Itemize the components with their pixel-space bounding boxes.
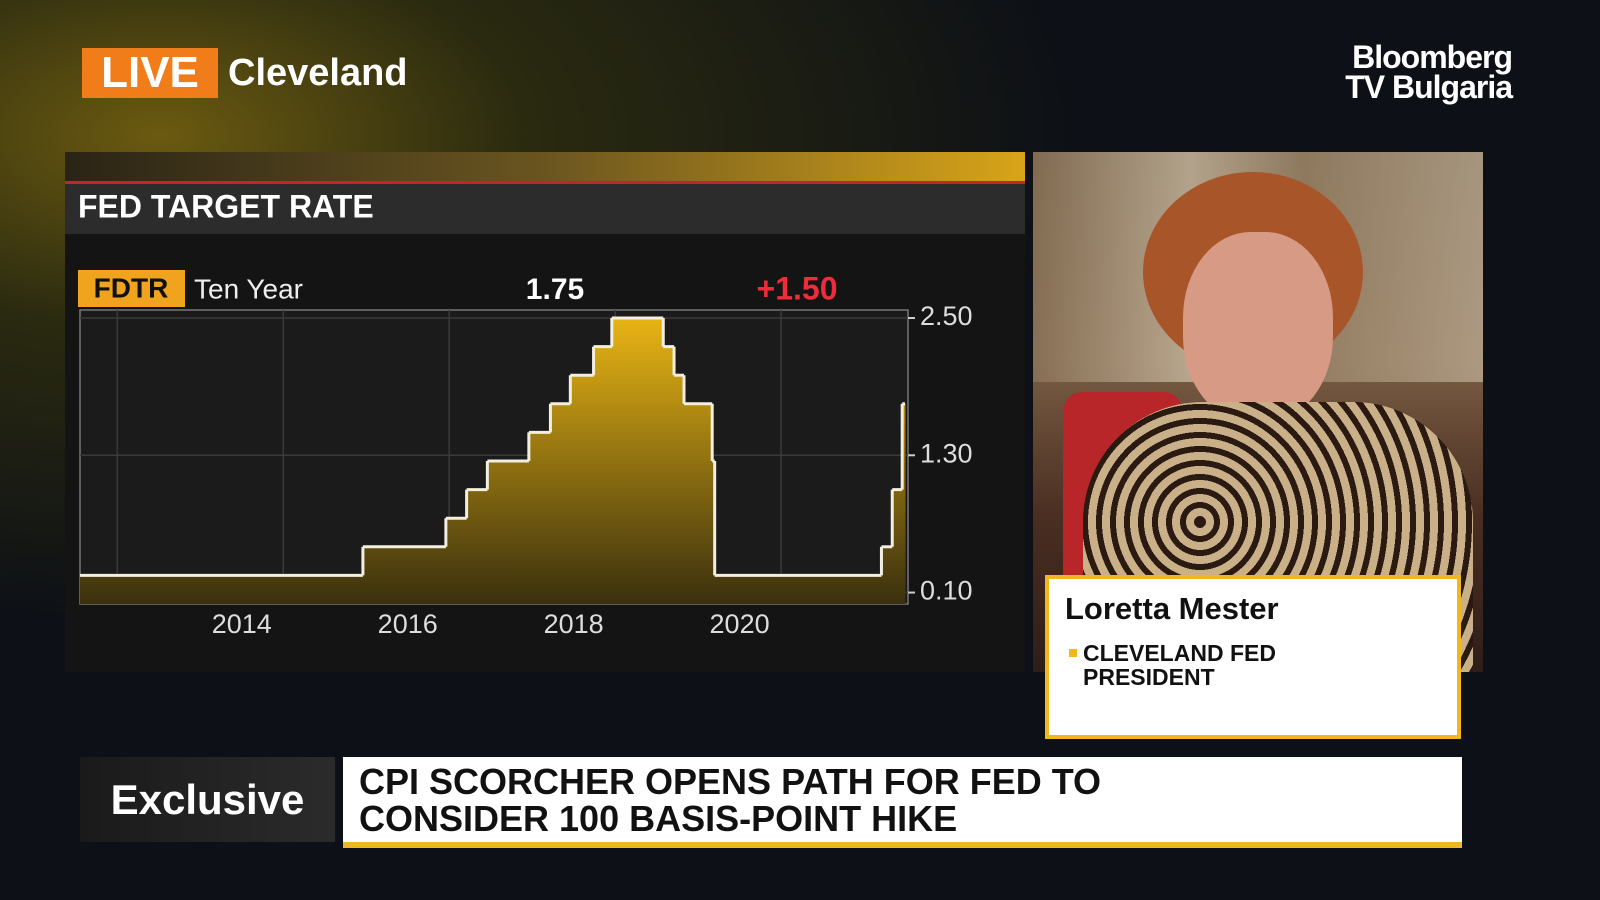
- chart-rule: [65, 181, 1025, 184]
- y-tick-label: 0.10: [920, 576, 973, 606]
- headline-box: CPI SCORCHER OPENS PATH FOR FED TO CONSI…: [343, 757, 1462, 848]
- ticker: FDTR: [94, 272, 169, 303]
- headline: CPI SCORCHER OPENS PATH FOR FED TO CONSI…: [359, 763, 1101, 837]
- y-tick-label: 1.30: [920, 438, 973, 468]
- x-tick-label: 2016: [378, 609, 438, 639]
- area-segment: [445, 518, 468, 604]
- role-line: PRESIDENT: [1083, 664, 1215, 690]
- area-segment: [674, 375, 685, 604]
- headline-line: CONSIDER 100 BASIS-POINT HIKE: [359, 798, 958, 839]
- speaker-face: [1183, 232, 1333, 422]
- area-segment: [714, 575, 882, 604]
- x-tick-label: 2018: [544, 609, 604, 639]
- step-riser: [361, 318, 904, 576]
- area-segment: [663, 346, 675, 604]
- area-segment: [593, 346, 613, 604]
- period: Ten Year: [194, 273, 303, 304]
- live-badge: LIVE: [82, 48, 218, 98]
- last-value: 1.75: [526, 273, 584, 306]
- area-segment: [683, 403, 713, 604]
- title-bar: [65, 184, 1025, 234]
- area-segment: [362, 546, 447, 604]
- y-tick-label: 2.50: [920, 301, 973, 331]
- area-segment: [570, 375, 595, 604]
- network-logo: Bloomberg TV Bulgaria: [1300, 39, 1513, 105]
- x-tick-label: 2014: [212, 609, 272, 639]
- area-segment: [881, 546, 893, 604]
- network-name: Bloomberg: [1352, 39, 1513, 75]
- headline-line: CPI SCORCHER OPENS PATH FOR FED TO: [359, 761, 1102, 802]
- role-line: CLEVELAND FED: [1083, 640, 1276, 666]
- exclusive-tag: Exclusive: [80, 757, 335, 842]
- change-value: +1.50: [757, 270, 838, 306]
- lower-third: Loretta Mester CLEVELAND FED PRESIDENT: [1045, 575, 1461, 739]
- role-marker: [1069, 649, 1077, 657]
- speaker-role: CLEVELAND FED PRESIDENT: [1083, 641, 1276, 689]
- area-segment: [466, 489, 488, 604]
- area-segment: [487, 461, 530, 604]
- area-segment: [892, 489, 903, 604]
- area-segment: [528, 432, 551, 604]
- network-sub: TV Bulgaria: [1345, 69, 1513, 105]
- ticker-badge: [78, 270, 185, 307]
- chart-stripe: [65, 152, 1025, 183]
- area-segment: [611, 318, 664, 604]
- area-segment: [80, 575, 364, 604]
- x-tick-label: 2020: [710, 609, 770, 639]
- location: Cleveland: [228, 52, 408, 94]
- chart-title: FED TARGET RATE: [78, 188, 374, 224]
- area-segment: [550, 403, 571, 604]
- area-segment: [902, 403, 906, 604]
- speaker-name: Loretta Mester: [1065, 591, 1279, 626]
